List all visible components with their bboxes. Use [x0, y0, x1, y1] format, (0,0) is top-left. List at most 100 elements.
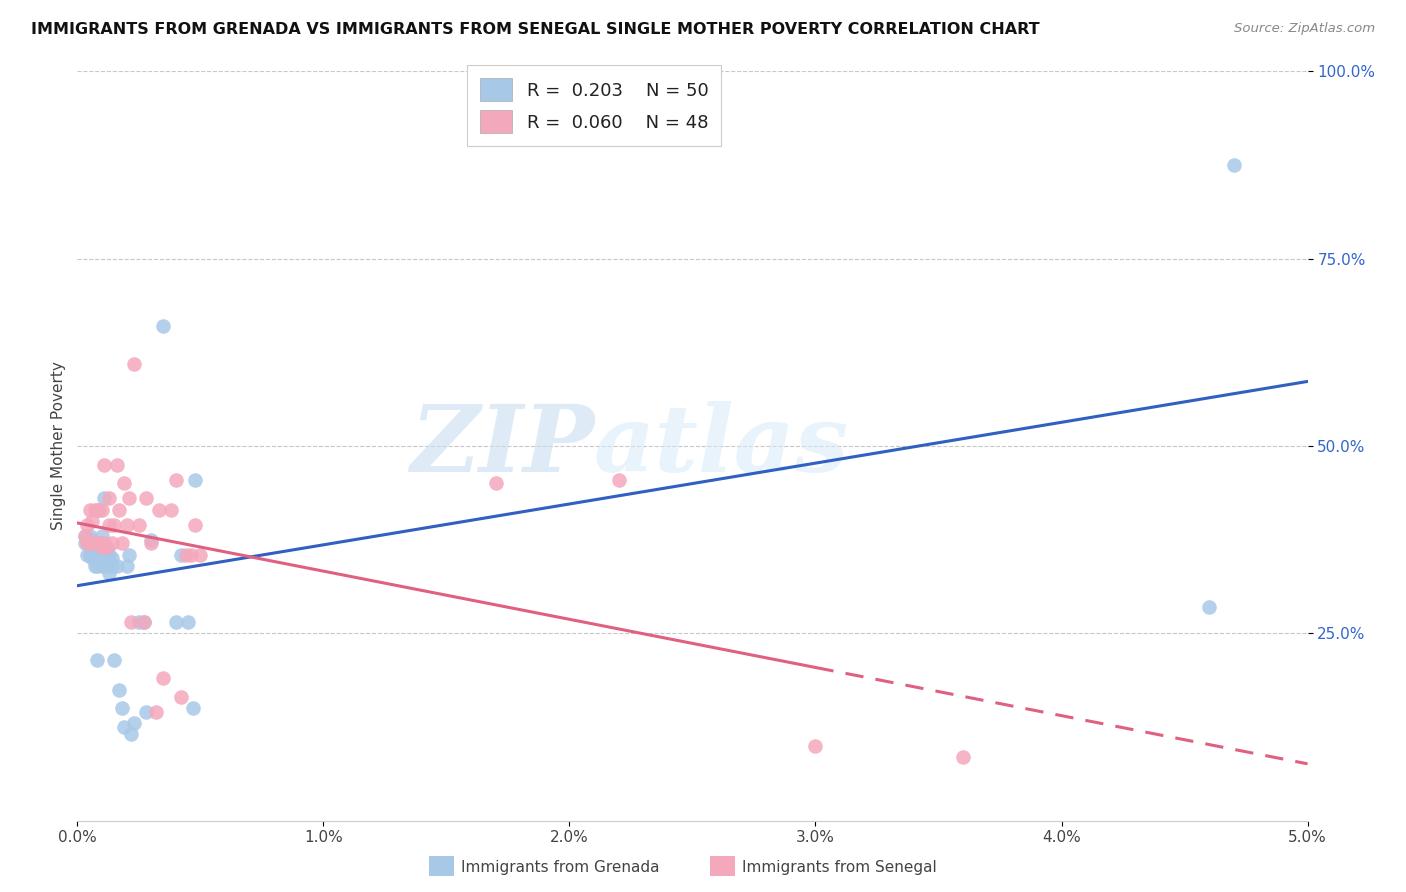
Point: [118, 491, 141, 506]
Point: [128, 615, 150, 629]
Point: [111, 701, 132, 715]
Point: [607, 473, 630, 487]
Point: [105, 558, 128, 573]
Point: [180, 548, 202, 562]
Point: [93, 536, 115, 550]
Point: [112, 476, 135, 491]
Text: atlas: atlas: [595, 401, 849, 491]
Point: [86, 502, 108, 516]
Point: [90, 558, 114, 573]
Point: [83, 536, 105, 550]
Point: [128, 517, 150, 532]
Point: [98, 517, 121, 532]
Text: Immigrants from Senegal: Immigrants from Senegal: [742, 860, 938, 874]
Point: [73, 529, 96, 543]
Point: [1198, 600, 1220, 615]
Point: [82, 514, 104, 528]
Point: [101, 551, 124, 566]
Point: [89, 536, 111, 550]
Legend: R =  0.203    N = 50, R =  0.060    N = 48: R = 0.203 N = 50, R = 0.060 N = 48: [467, 65, 721, 146]
Y-axis label: Single Mother Poverty: Single Mother Poverty: [51, 361, 66, 531]
Point: [132, 615, 155, 629]
Point: [76, 548, 98, 562]
Point: [135, 705, 157, 719]
Point: [83, 548, 105, 562]
Point: [79, 536, 101, 550]
Point: [76, 517, 98, 532]
Point: [79, 548, 101, 562]
Point: [79, 536, 101, 550]
Point: [165, 615, 187, 629]
Point: [96, 540, 118, 554]
Point: [73, 529, 96, 543]
Point: [132, 615, 155, 629]
Point: [101, 536, 124, 550]
Point: [108, 682, 131, 697]
Point: [89, 548, 111, 562]
Point: [122, 357, 145, 371]
Point: [103, 517, 125, 532]
Point: [73, 536, 96, 550]
Point: [103, 652, 125, 666]
Point: [93, 458, 115, 472]
Point: [121, 615, 143, 629]
Point: [1223, 158, 1246, 172]
Point: [79, 502, 101, 516]
Point: [76, 536, 98, 550]
Point: [83, 502, 105, 516]
Point: [181, 701, 204, 715]
Text: IMMIGRANTS FROM GRENADA VS IMMIGRANTS FROM SENEGAL SINGLE MOTHER POVERTY CORRELA: IMMIGRANTS FROM GRENADA VS IMMIGRANTS FR…: [31, 22, 1039, 37]
Point: [82, 544, 104, 558]
Point: [177, 615, 200, 629]
Point: [112, 720, 135, 734]
Point: [76, 533, 98, 547]
Point: [141, 533, 163, 547]
Point: [485, 476, 508, 491]
Text: Immigrants from Grenada: Immigrants from Grenada: [461, 860, 659, 874]
Point: [86, 544, 108, 558]
Point: [89, 502, 111, 516]
Point: [82, 551, 104, 566]
Point: [90, 548, 114, 562]
Point: [89, 536, 111, 550]
Point: [86, 558, 108, 573]
Point: [952, 750, 974, 764]
Point: [111, 536, 132, 550]
Point: [96, 558, 118, 573]
Point: [141, 536, 163, 550]
Point: [108, 502, 131, 516]
Point: [83, 558, 105, 573]
Point: [115, 558, 138, 573]
Point: [118, 548, 141, 562]
Point: [160, 502, 183, 516]
Text: Source: ZipAtlas.com: Source: ZipAtlas.com: [1234, 22, 1375, 36]
Point: [101, 558, 124, 573]
Point: [79, 529, 101, 543]
Point: [86, 652, 108, 666]
Text: ZIP: ZIP: [409, 401, 595, 491]
Point: [90, 540, 114, 554]
Point: [86, 536, 108, 550]
Point: [122, 716, 145, 731]
Point: [98, 566, 121, 581]
Point: [93, 551, 115, 566]
Point: [174, 548, 197, 562]
Point: [184, 517, 207, 532]
Point: [115, 517, 138, 532]
Point: [165, 473, 187, 487]
Point: [82, 536, 104, 550]
Point: [98, 491, 121, 506]
Point: [90, 502, 114, 516]
Point: [804, 739, 827, 753]
Point: [152, 671, 174, 685]
Point: [148, 502, 170, 516]
Point: [169, 548, 191, 562]
Point: [121, 727, 143, 741]
Point: [93, 491, 115, 506]
Point: [188, 548, 212, 562]
Point: [184, 473, 207, 487]
Point: [105, 458, 128, 472]
Point: [169, 690, 191, 704]
Point: [135, 491, 157, 506]
Point: [152, 319, 174, 334]
